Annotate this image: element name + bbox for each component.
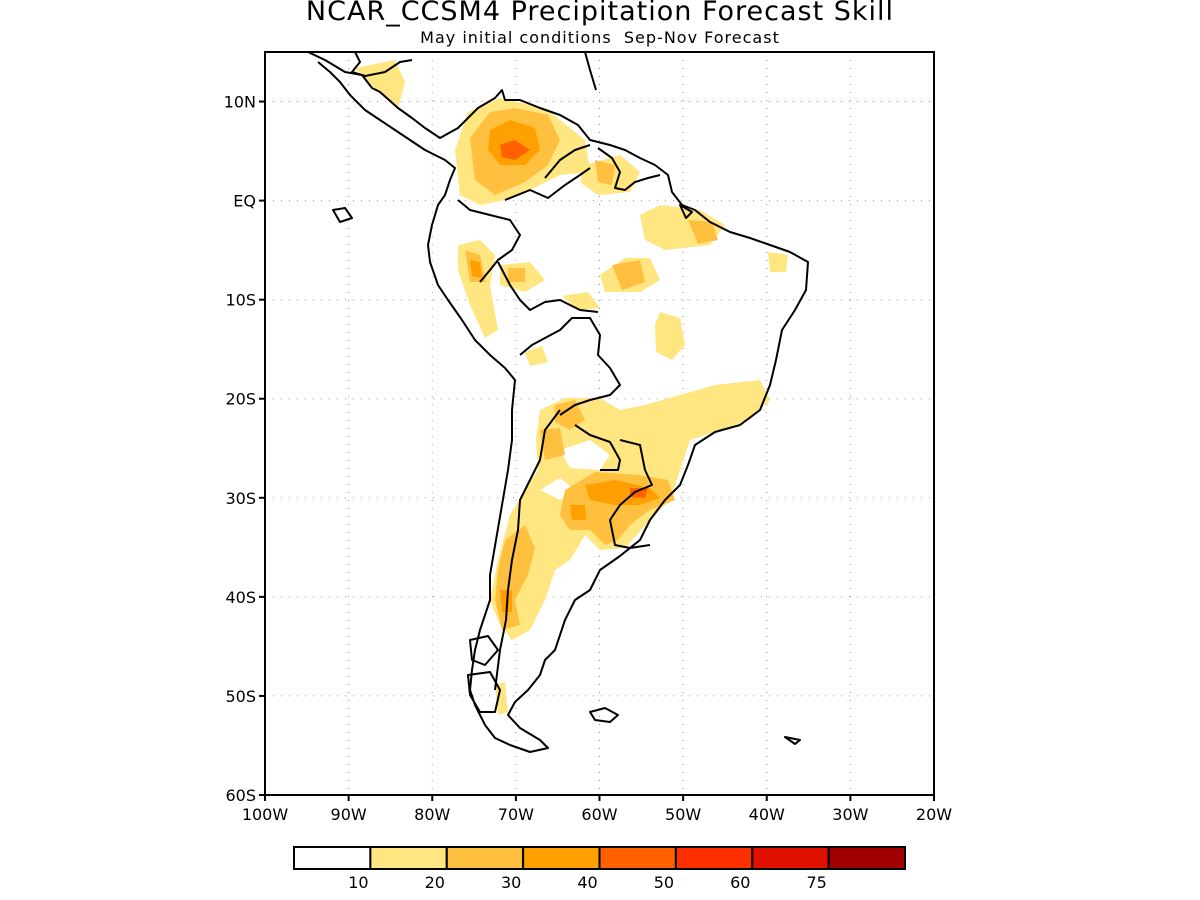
map-title: NCAR_CCSM4 Precipitation Forecast Skill bbox=[305, 0, 895, 27]
colorbar-swatch bbox=[445, 846, 525, 870]
colorbar-swatch bbox=[598, 846, 677, 870]
colorbar-swatch bbox=[369, 846, 448, 870]
skill-shading bbox=[355, 60, 788, 715]
colorbar-label: 30 bbox=[501, 873, 521, 892]
lon-tick-label: 30W bbox=[832, 805, 868, 824]
map-subtitle: May initial conditions Sep-Nov Forecast bbox=[420, 28, 780, 47]
colorbar-swatch bbox=[751, 846, 830, 870]
colorbar-swatch bbox=[293, 846, 372, 870]
colorbar-label: 10 bbox=[348, 873, 368, 892]
lat-tick-label: 10N bbox=[224, 93, 256, 112]
colorbar-swatch bbox=[522, 846, 601, 870]
lon-tick-label: 70W bbox=[498, 805, 534, 824]
coastlines bbox=[307, 52, 809, 753]
lat-tick-label: 50S bbox=[225, 687, 256, 706]
longitude-labels: 100W 90W 80W 70W 60W 50W 40W 30W 20W bbox=[242, 795, 952, 824]
lat-tick-label: 60S bbox=[225, 786, 256, 805]
lat-tick-label: 40S bbox=[225, 588, 256, 607]
colorbar-swatch bbox=[827, 846, 906, 870]
lat-tick-label: EQ bbox=[233, 192, 256, 211]
colorbar-label: 60 bbox=[730, 873, 750, 892]
colorbar-label: 75 bbox=[806, 873, 826, 892]
colorbar-label: 50 bbox=[654, 873, 674, 892]
colorbar-label: 20 bbox=[425, 873, 445, 892]
lon-tick-label: 50W bbox=[665, 805, 701, 824]
latitude-labels: 10N EQ 10S 20S 30S 40S 50S 60S bbox=[224, 93, 265, 805]
lat-tick-label: 10S bbox=[225, 291, 256, 310]
colorbar-label: 40 bbox=[577, 873, 597, 892]
lon-tick-label: 20W bbox=[916, 805, 952, 824]
colorbar-swatch bbox=[674, 846, 754, 870]
lon-tick-label: 90W bbox=[331, 805, 367, 824]
lon-tick-label: 80W bbox=[414, 805, 450, 824]
colorbar: 10 20 30 40 50 60 75 bbox=[293, 846, 906, 892]
lon-tick-label: 100W bbox=[242, 805, 289, 824]
lon-tick-label: 60W bbox=[581, 805, 617, 824]
lat-tick-label: 20S bbox=[225, 390, 256, 409]
lat-tick-label: 30S bbox=[225, 489, 256, 508]
lon-tick-label: 40W bbox=[749, 805, 785, 824]
